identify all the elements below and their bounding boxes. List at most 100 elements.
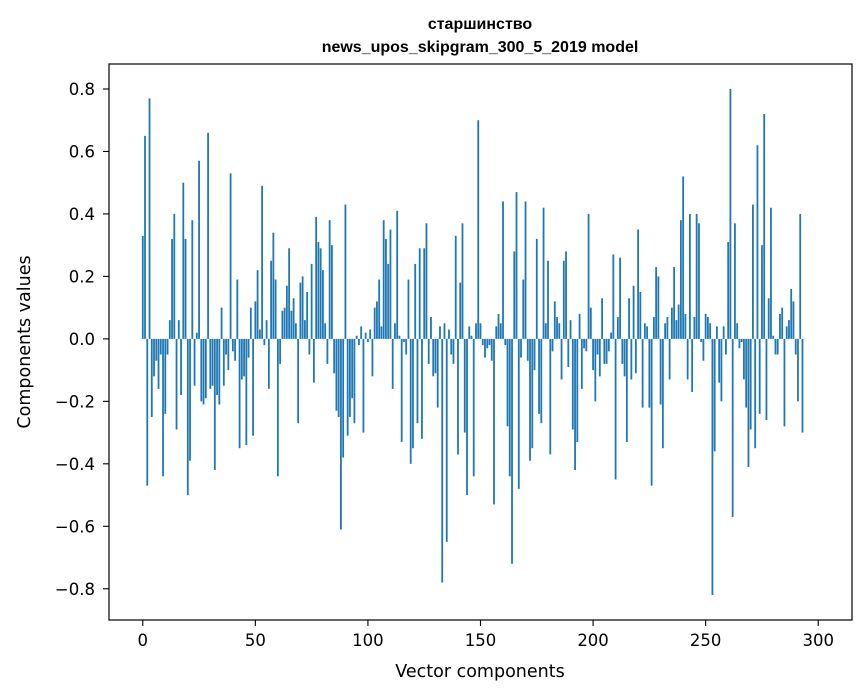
bar	[556, 317, 558, 339]
bar	[558, 323, 561, 339]
bar	[486, 338, 489, 349]
bar	[306, 292, 309, 339]
bar	[403, 338, 405, 342]
bar	[781, 307, 784, 339]
bar	[407, 279, 410, 339]
bar	[625, 338, 628, 442]
y-tick-label: −0.8	[55, 580, 95, 599]
bar	[412, 338, 414, 449]
bar	[526, 338, 529, 361]
bar	[513, 251, 516, 339]
bar	[797, 338, 799, 402]
bar	[684, 313, 687, 339]
bar	[695, 213, 698, 339]
bar	[544, 323, 547, 339]
bar	[463, 338, 466, 433]
bar	[718, 338, 721, 383]
bar	[162, 338, 164, 477]
bar	[249, 307, 252, 339]
bar	[238, 338, 241, 449]
bar	[369, 329, 372, 339]
bar	[698, 223, 700, 339]
bar	[290, 310, 293, 339]
bar	[371, 338, 374, 377]
bar	[650, 338, 653, 486]
bar	[171, 238, 173, 339]
bar	[430, 317, 432, 339]
bar	[585, 338, 588, 352]
bar	[504, 338, 507, 346]
bar	[315, 217, 318, 339]
bar	[538, 338, 540, 414]
bar	[801, 338, 804, 433]
bar	[362, 338, 365, 433]
bar	[580, 338, 583, 389]
bar	[414, 263, 417, 339]
bar	[272, 232, 275, 339]
bar	[484, 338, 486, 358]
y-ticks: −0.8 −0.6 −0.4 −0.2 0.0 0.2 0.4 0.6 0.8	[55, 80, 109, 599]
bar	[200, 338, 203, 402]
bar	[477, 120, 480, 339]
bar	[234, 338, 236, 361]
bar	[220, 307, 223, 339]
bar	[765, 338, 768, 421]
bar	[623, 338, 626, 377]
bar	[634, 338, 637, 374]
bar	[423, 248, 426, 339]
bar	[621, 338, 624, 364]
bars-group	[141, 88, 804, 596]
bar	[337, 338, 340, 417]
bar	[779, 313, 781, 339]
bar	[794, 338, 797, 355]
bar	[596, 338, 599, 355]
bar	[553, 301, 556, 339]
bar	[637, 229, 640, 339]
bar	[358, 338, 360, 346]
bar	[427, 338, 430, 364]
bar	[396, 210, 399, 339]
bar	[630, 338, 633, 380]
y-tick-label: 0.8	[69, 80, 95, 99]
bar	[209, 338, 212, 389]
bar	[441, 338, 444, 583]
bar	[531, 338, 534, 449]
bar	[394, 323, 396, 339]
bar	[434, 338, 437, 374]
bar	[432, 338, 435, 377]
bar	[745, 338, 748, 408]
bar	[454, 235, 457, 339]
bar	[673, 267, 676, 339]
x-tick-label: 100	[352, 631, 384, 650]
bar	[506, 338, 509, 427]
bar	[299, 282, 302, 339]
bar	[267, 338, 270, 389]
bar	[175, 338, 178, 430]
bar	[511, 338, 513, 564]
bar	[342, 338, 345, 458]
bar	[749, 338, 752, 430]
bar	[752, 204, 754, 339]
bar	[589, 307, 592, 339]
bar	[222, 338, 225, 386]
bar	[729, 88, 732, 339]
bar	[774, 338, 777, 355]
bar	[468, 326, 471, 339]
bar	[711, 338, 714, 596]
bar	[549, 338, 552, 455]
bar	[594, 338, 597, 402]
y-tick-label: −0.4	[55, 455, 95, 474]
bar	[641, 338, 644, 408]
bar	[333, 338, 336, 374]
bar	[470, 335, 473, 339]
bar	[709, 323, 712, 339]
bar	[193, 338, 196, 386]
bar	[499, 323, 502, 339]
bar	[686, 338, 689, 380]
bar	[790, 288, 793, 339]
bar	[664, 323, 667, 339]
bar	[497, 313, 500, 339]
bar	[231, 338, 234, 352]
bar	[799, 213, 802, 339]
bar	[457, 338, 459, 455]
